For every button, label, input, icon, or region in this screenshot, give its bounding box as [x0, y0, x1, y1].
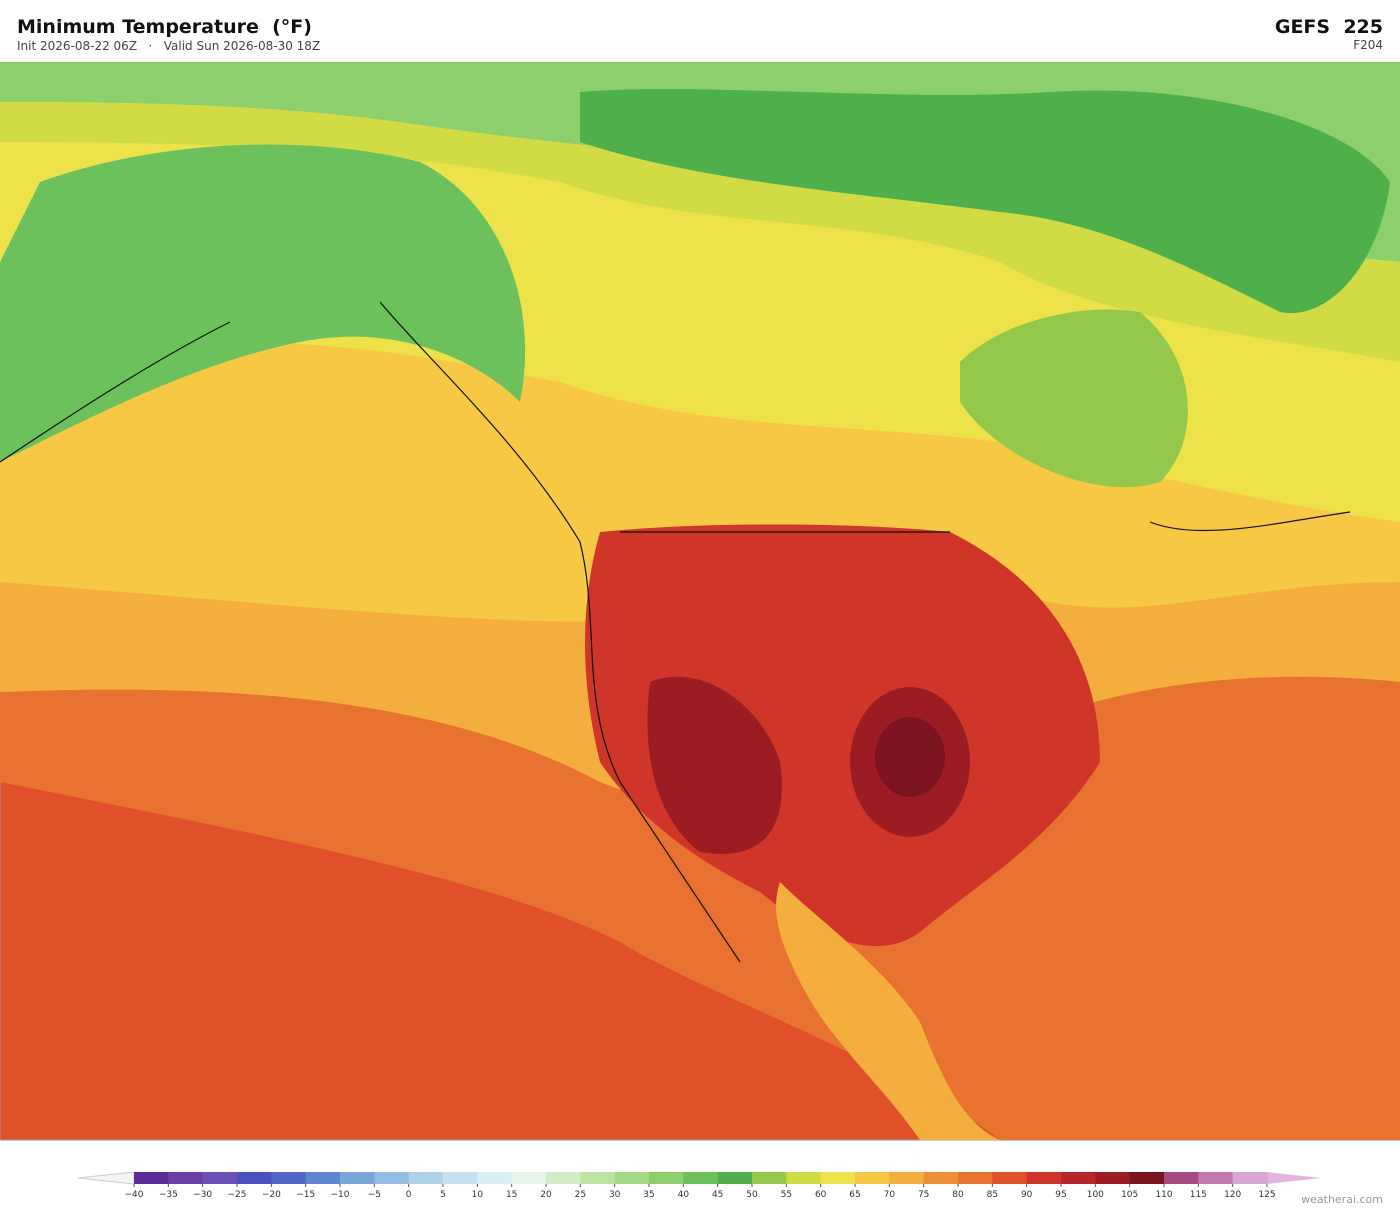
colorbar-tick-label: 115	[1190, 1190, 1207, 1200]
heat-core	[647, 676, 782, 854]
colorbar-tick-label: 50	[746, 1190, 758, 1200]
colorbar-tick-label: 60	[815, 1190, 827, 1200]
colorbar-segment	[134, 1172, 169, 1184]
colorbar-tick-label: 100	[1087, 1190, 1104, 1200]
heat-core	[875, 717, 945, 797]
colorbar-segment	[992, 1172, 1028, 1184]
arctic	[580, 89, 1390, 314]
colorbar-segment	[168, 1172, 204, 1184]
colorbar-segment	[1026, 1172, 1062, 1184]
colorbar-tick-label: −15	[296, 1190, 315, 1200]
colorbar-segment	[580, 1172, 616, 1184]
colorbar-segment	[889, 1172, 925, 1184]
colorbar-tick-label: 55	[781, 1190, 792, 1200]
forecast-hour: F204	[1353, 38, 1383, 52]
colorbar-segment	[546, 1172, 581, 1184]
colorbar-segment	[1232, 1172, 1268, 1184]
colorbar-segment	[374, 1172, 410, 1184]
colorbar-under	[77, 1171, 135, 1185]
colorbar-segment	[511, 1172, 547, 1184]
colorbar-tick-label: −5	[368, 1190, 381, 1200]
colorbar-segment	[305, 1172, 341, 1184]
colorbar-segment	[1061, 1172, 1096, 1184]
coastline	[0, 301, 1351, 963]
colorbar-segment	[683, 1172, 719, 1184]
colorbar-tick-label: 90	[1021, 1190, 1033, 1200]
colorbar-tick-label: 105	[1121, 1190, 1138, 1200]
colorbar-segment	[649, 1172, 684, 1184]
colorbar-tick-label: 75	[918, 1190, 929, 1200]
colorbar-segment	[1198, 1172, 1234, 1184]
colorbar-over	[1267, 1172, 1321, 1184]
colorbar-tick-label: −35	[159, 1190, 178, 1200]
colorbar-tick-label: 0	[406, 1190, 412, 1200]
colorbar-tick-label: 120	[1224, 1190, 1241, 1200]
colorbar: −40 −35 −30 −25 −20 −15 −10 −5 0 5 10 15 20 25 30 35 40 4…	[77, 1171, 1321, 1200]
colorbar-tick-label: 30	[609, 1190, 621, 1200]
colorbar-segment	[752, 1172, 787, 1184]
alaska	[0, 144, 526, 462]
colorbar-segment	[202, 1172, 238, 1184]
colorbar-tick-label: 15	[506, 1190, 517, 1200]
colorbar-segment	[717, 1172, 753, 1184]
colorbar-segment	[408, 1172, 444, 1184]
map-subtitle: Init 2026-08-22 06Z · Valid Sun 2026-08-…	[17, 39, 321, 53]
colorbar-segment	[443, 1172, 478, 1184]
colorbar-segment	[1164, 1172, 1199, 1184]
colorbar-tick-label: 45	[712, 1190, 723, 1200]
colorbar-segment	[1095, 1172, 1131, 1184]
colorbar-tick-label: −25	[228, 1190, 247, 1200]
map	[0, 62, 1400, 1141]
map-title: Minimum Temperature (°F)	[17, 16, 312, 38]
colorbar-segment	[477, 1172, 513, 1184]
colorbar-tick-label: 35	[643, 1190, 654, 1200]
colorbar-tick-label: −40	[125, 1190, 144, 1200]
colorbar-tick-label: 20	[540, 1190, 552, 1200]
colorbar-tick-label: 110	[1155, 1190, 1172, 1200]
colorbar-segment	[340, 1172, 375, 1184]
colorbar-tick-label: 65	[849, 1190, 860, 1200]
mexico-highlands	[776, 882, 1000, 1140]
colorbar-segment	[923, 1172, 959, 1184]
colorbar-tick-label: 40	[678, 1190, 690, 1200]
colorbar-tick-label: 70	[884, 1190, 896, 1200]
colorbar-tick-label: −30	[193, 1190, 212, 1200]
colorbar-tick-label: 80	[952, 1190, 964, 1200]
colorbar-segment	[614, 1172, 650, 1184]
colorbar-segment	[237, 1172, 272, 1184]
colorbar-tick-label: −20	[262, 1190, 281, 1200]
colorbar-segment	[271, 1172, 307, 1184]
colorbar-segment	[786, 1172, 822, 1184]
colorbar-tick-label: −10	[331, 1190, 350, 1200]
colorbar-tick-label: 85	[987, 1190, 998, 1200]
credit: weatherai.com	[1301, 1193, 1383, 1206]
colorbar-tick-label: 10	[472, 1190, 484, 1200]
colorbar-segment	[820, 1172, 856, 1184]
colorbar-segment	[1129, 1172, 1165, 1184]
colorbar-tick-label: 5	[440, 1190, 446, 1200]
colorbar-tick-label: 95	[1055, 1190, 1066, 1200]
colorbar-segment	[855, 1172, 890, 1184]
colorbar-tick-label: 125	[1258, 1190, 1275, 1200]
model-label: GEFS 225	[1274, 16, 1383, 38]
hudson-bay	[960, 309, 1188, 488]
colorbar-segment	[958, 1172, 993, 1184]
colorbar-tick-label: 25	[575, 1190, 586, 1200]
